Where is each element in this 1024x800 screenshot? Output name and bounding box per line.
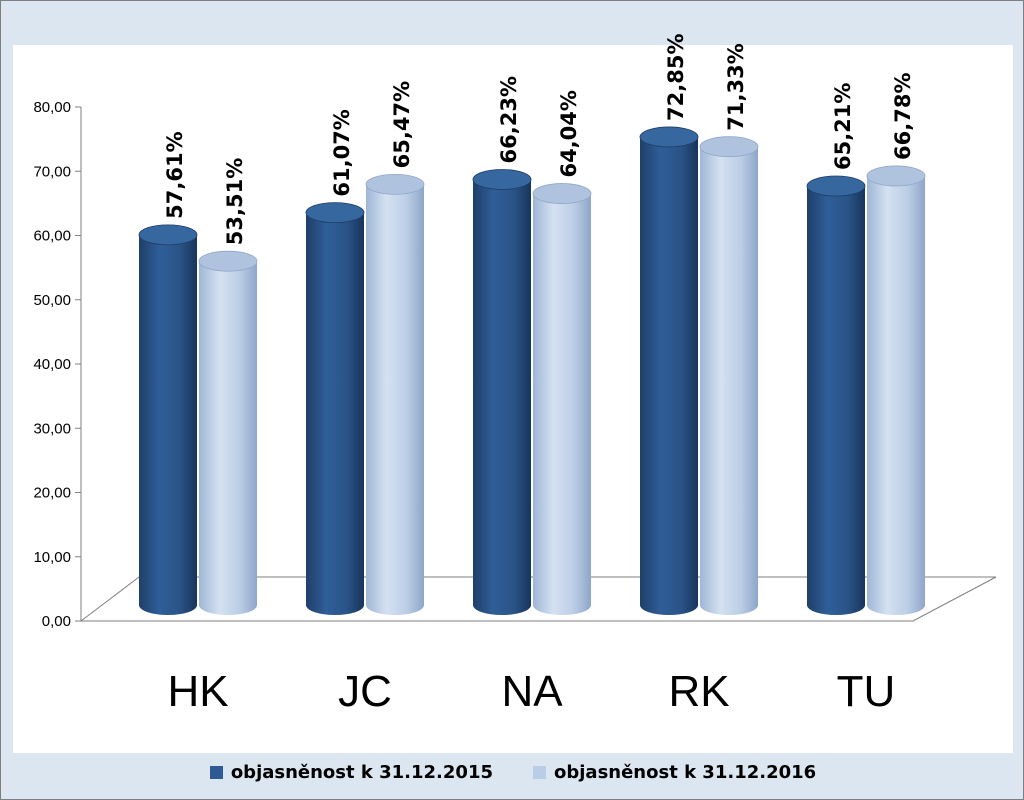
category-label: NA <box>501 667 563 716</box>
category-label: JC <box>338 667 392 716</box>
category-label: RK <box>668 667 729 716</box>
y-tick-label: 30,00 <box>33 420 71 437</box>
data-label: 64,04% <box>557 90 581 177</box>
bar-body <box>533 193 591 615</box>
bar-top <box>806 175 866 197</box>
bar-top <box>472 169 532 190</box>
y-tick-label: 60,00 <box>33 228 71 245</box>
category-label: HK <box>167 667 228 716</box>
data-label: 66,23% <box>497 76 521 163</box>
data-label: 65,21% <box>831 83 855 170</box>
legend-label-2015: objasněnost k 31.12.2015 <box>230 761 493 783</box>
bar-top <box>532 183 592 204</box>
y-tick-label: 70,00 <box>33 163 71 180</box>
y-tick-label: 0,00 <box>42 613 71 630</box>
bar-jc-2015 <box>305 202 365 615</box>
bar-body <box>640 136 698 615</box>
bar-body <box>473 179 531 616</box>
legend-swatch-2015 <box>209 765 223 779</box>
bar-body <box>700 146 758 615</box>
bar-tu-2016 <box>866 165 926 615</box>
data-label: 53,51% <box>223 158 247 245</box>
bar-body <box>867 175 925 615</box>
bar-jc-2016 <box>365 173 425 615</box>
bar-body <box>139 234 197 615</box>
legend-item-2015: objasněnost k 31.12.2015 <box>209 761 493 783</box>
bar-top <box>198 250 258 272</box>
bar-body <box>306 212 364 615</box>
data-label: 72,85% <box>664 33 688 120</box>
legend-label-2016: objasněnost k 31.12.2016 <box>554 761 817 783</box>
category-label: TU <box>837 667 896 716</box>
bar-top <box>639 126 699 148</box>
data-label: 57,61% <box>163 131 187 218</box>
bar-na-2015 <box>472 169 532 616</box>
data-label: 61,07% <box>330 109 354 196</box>
data-label: 71,33% <box>724 43 748 130</box>
bar-top <box>699 136 759 158</box>
bar-tu-2015 <box>806 175 866 615</box>
y-tick-label: 40,00 <box>33 356 71 373</box>
bar-hk-2016 <box>198 250 258 615</box>
bar-rk-2015 <box>639 126 699 615</box>
bar-rk-2016 <box>699 136 759 615</box>
bar-body <box>807 186 865 615</box>
data-label: 65,47% <box>390 81 414 168</box>
bar-body <box>199 261 257 615</box>
y-tick-label: 80,00 <box>33 99 71 116</box>
bar-top <box>305 202 365 224</box>
bar-body <box>366 184 424 615</box>
bar-na-2016 <box>532 183 592 615</box>
y-tick-label: 50,00 <box>33 292 71 309</box>
legend-swatch-2016 <box>533 765 546 779</box>
bar-top <box>866 165 926 187</box>
bar-top <box>365 173 425 195</box>
y-tick-label: 10,00 <box>33 549 71 566</box>
bar-chart: 0,00 10,00 20,00 30,00 40,00 50,00 60,00 70,00 8… <box>33 33 997 716</box>
y-tick-label: 20,00 <box>33 485 71 502</box>
legend-item-2016: objasněnost k 31.12.2016 <box>533 762 816 783</box>
legend: objasněnost k 31.12.2015 objasněnost k 3… <box>1 757 1024 787</box>
data-label: 66,78% <box>891 72 915 159</box>
bar-hk-2015 <box>138 224 198 615</box>
bar-top <box>138 224 198 246</box>
